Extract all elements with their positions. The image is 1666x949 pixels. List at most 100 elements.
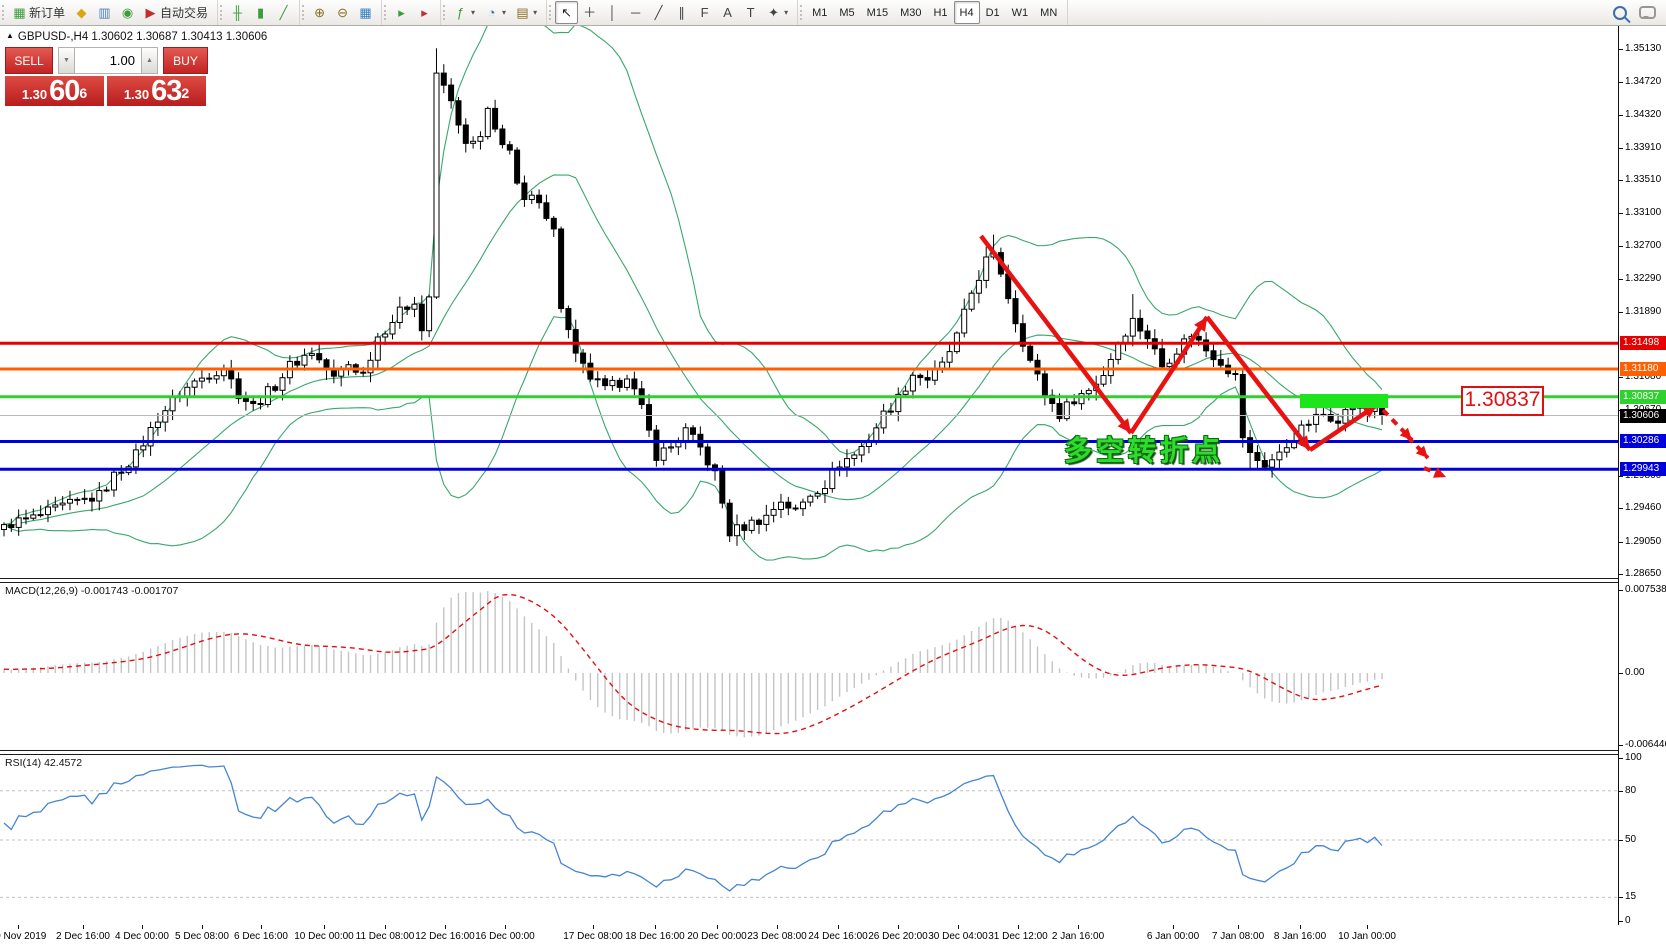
chat-icon[interactable] — [1639, 6, 1656, 19]
tf-h1-button[interactable]: H1 — [927, 1, 953, 24]
level-price-label: 1.29943 — [1620, 462, 1666, 477]
axis-tick — [1619, 475, 1623, 477]
channel-tool-button[interactable]: ∥ — [670, 1, 693, 24]
signals-button[interactable]: ◉ — [116, 1, 139, 24]
text-tool-button[interactable]: A — [716, 1, 739, 24]
collapse-triangle-icon[interactable]: ▲ — [6, 31, 14, 40]
timeframe-group: M1 M5 M15 M30 H1 H4 D1 W1 MN — [798, 0, 1069, 25]
search-icon[interactable] — [1613, 5, 1627, 20]
fibonacci-tool-button[interactable]: F — [693, 1, 716, 24]
time-tick-label: 4 Dec 00:00 — [115, 931, 169, 942]
trade-group: ▦ 新订单 ◆ ▥ ◉ ▶ 自动交易 — [0, 0, 219, 25]
tf-m5-button[interactable]: M5 — [833, 1, 860, 24]
trendline-tool-button[interactable]: ╱ — [647, 1, 670, 24]
line-chart-mode-button[interactable]: ╱ — [272, 1, 295, 24]
volume-input[interactable]: 1.00 — [75, 47, 141, 74]
main-chart-canvas[interactable] — [0, 26, 1618, 578]
insert-group: ƒ ▾ ◔ ▾ ▤ ▾ — [441, 0, 548, 25]
price-tick-label: 1.28650 — [1625, 568, 1662, 579]
text-label-tool-button[interactable]: T — [739, 1, 762, 24]
templates-icon: ▤ — [516, 5, 529, 20]
level-price-label: 1.30606 — [1620, 408, 1666, 423]
auto-trading-button[interactable]: ▶ 自动交易 — [139, 1, 213, 24]
tf-w1-button[interactable]: W1 — [1006, 1, 1035, 24]
new-order-button[interactable]: ▦ 新订单 — [8, 1, 70, 24]
tf-d1-button[interactable]: D1 — [980, 1, 1006, 24]
signals-icon: ◉ — [121, 5, 134, 20]
bar-chart-mode-button[interactable]: ╫ — [226, 1, 249, 24]
candlestick-mode-button[interactable]: ▮ — [249, 1, 272, 24]
rsi-canvas[interactable] — [0, 755, 1618, 925]
time-tick — [324, 925, 325, 929]
sell-button[interactable]: SELL — [5, 47, 53, 74]
time-tick — [1300, 925, 1301, 929]
crosshair-tool-button[interactable]: ＋ — [578, 1, 601, 24]
bar-chart-mode-icon: ╫ — [232, 5, 243, 20]
one-click-trade-panel: SELL ▼ 1.00 ▲ BUY 1.30 60 6 1.30 63 2 — [5, 47, 208, 106]
price-callout-label[interactable]: 1.30837 — [1461, 386, 1544, 416]
sell-price[interactable]: 1.30 60 6 — [5, 76, 104, 106]
tf-h4-button[interactable]: H4 — [953, 1, 980, 24]
market-watch-button[interactable]: ▥ — [93, 1, 116, 24]
vertical-line-tool-button[interactable]: │ — [601, 1, 624, 24]
macd-canvas[interactable] — [0, 583, 1618, 750]
axis-tick — [1619, 541, 1623, 543]
price-axis[interactable]: 1.35130 1.34720 1.34320 1.33910 1.33510 1.331… — [1618, 26, 1666, 926]
volume-increase-button[interactable]: ▲ — [141, 47, 158, 74]
buy-button[interactable]: BUY — [163, 47, 208, 74]
tf-m1-button[interactable]: M1 — [806, 1, 833, 24]
price-tick-label: 1.34320 — [1625, 108, 1662, 120]
price-tick-label: 0 — [1625, 915, 1631, 926]
periods-button[interactable]: ◔ ▾ — [480, 1, 511, 24]
axis-tick — [1619, 377, 1623, 379]
pane-separator-rsi[interactable] — [0, 750, 1666, 755]
horizontal-line-tool-button[interactable]: ─ — [624, 1, 647, 24]
tf-h4-label: H4 — [959, 6, 974, 19]
volume-decrease-button[interactable]: ▼ — [58, 47, 75, 74]
time-tick-label: 31 Dec 12:00 — [988, 931, 1048, 942]
axis-tick — [1619, 673, 1623, 674]
axis-tick — [1619, 279, 1623, 281]
tf-m30-label: M30 — [900, 6, 922, 19]
axis-tick — [1619, 840, 1623, 841]
tf-m1-label: M1 — [812, 6, 828, 19]
price-tick-label: 1.33510 — [1625, 174, 1662, 186]
history-center-button[interactable]: ◆ — [70, 1, 93, 24]
time-tick — [202, 925, 203, 929]
tf-h1-label: H1 — [933, 6, 948, 19]
tf-m15-label: M15 — [866, 6, 889, 19]
shapes-tool-icon: ✦ — [768, 5, 780, 20]
cursor-tool-button[interactable]: ↖ — [555, 1, 579, 24]
time-tick-label: 6 Jan 00:00 — [1146, 931, 1200, 942]
time-tick-label: 10 Dec 00:00 — [294, 931, 354, 942]
time-tick-label: 7 Jan 08:00 — [1211, 931, 1265, 942]
chart-shift-button[interactable]: ▸ — [413, 1, 436, 24]
zoom-in-button[interactable]: ⊕ — [308, 1, 331, 24]
tf-mn-button[interactable]: MN — [1034, 1, 1063, 24]
horizontal-line-tool-icon: ─ — [630, 5, 641, 20]
shapes-tool-button[interactable]: ✦ ▾ — [762, 1, 793, 24]
tile-windows-button[interactable]: ▦ — [354, 1, 377, 24]
green-highlight-rectangle[interactable] — [1300, 394, 1388, 408]
time-tick-label: 5 Dec 08:00 — [175, 931, 229, 942]
indicators-button[interactable]: ƒ ▾ — [449, 1, 480, 24]
level-price-label: 1.30286 — [1620, 434, 1666, 449]
tf-m30-button[interactable]: M30 — [894, 1, 927, 24]
auto-trading-icon: ▶ — [145, 5, 156, 20]
time-tick-label: 17 Dec 08:00 — [563, 931, 623, 942]
zoom-in-icon: ⊕ — [314, 5, 325, 20]
time-axis[interactable]: 29 Nov 2019 2 Dec 16:00 4 Dec 00:00 5 Dec 0… — [0, 925, 1666, 949]
auto-scroll-button[interactable]: ▸ — [390, 1, 413, 24]
axis-tick — [1619, 508, 1623, 510]
tf-m15-button[interactable]: M15 — [861, 1, 894, 24]
pane-separator-macd[interactable] — [0, 578, 1666, 583]
buy-price[interactable]: 1.30 63 2 — [107, 76, 206, 106]
templates-button[interactable]: ▤ ▾ — [511, 1, 542, 24]
zoom-out-button[interactable]: ⊖ — [331, 1, 354, 24]
axis-tick — [1619, 574, 1623, 575]
turning-point-note[interactable]: 多空转折点 — [1064, 435, 1225, 466]
time-tick-label: 23 Dec 08:00 — [747, 931, 807, 942]
channel-tool-icon: ∥ — [678, 5, 685, 20]
periods-icon: ◔ — [487, 5, 496, 20]
level-price-label: 1.30837 — [1620, 389, 1666, 404]
